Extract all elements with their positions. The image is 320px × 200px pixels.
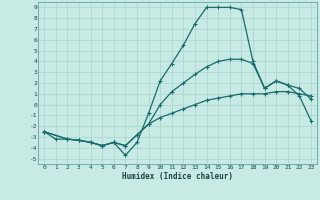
X-axis label: Humidex (Indice chaleur): Humidex (Indice chaleur) [122,172,233,181]
